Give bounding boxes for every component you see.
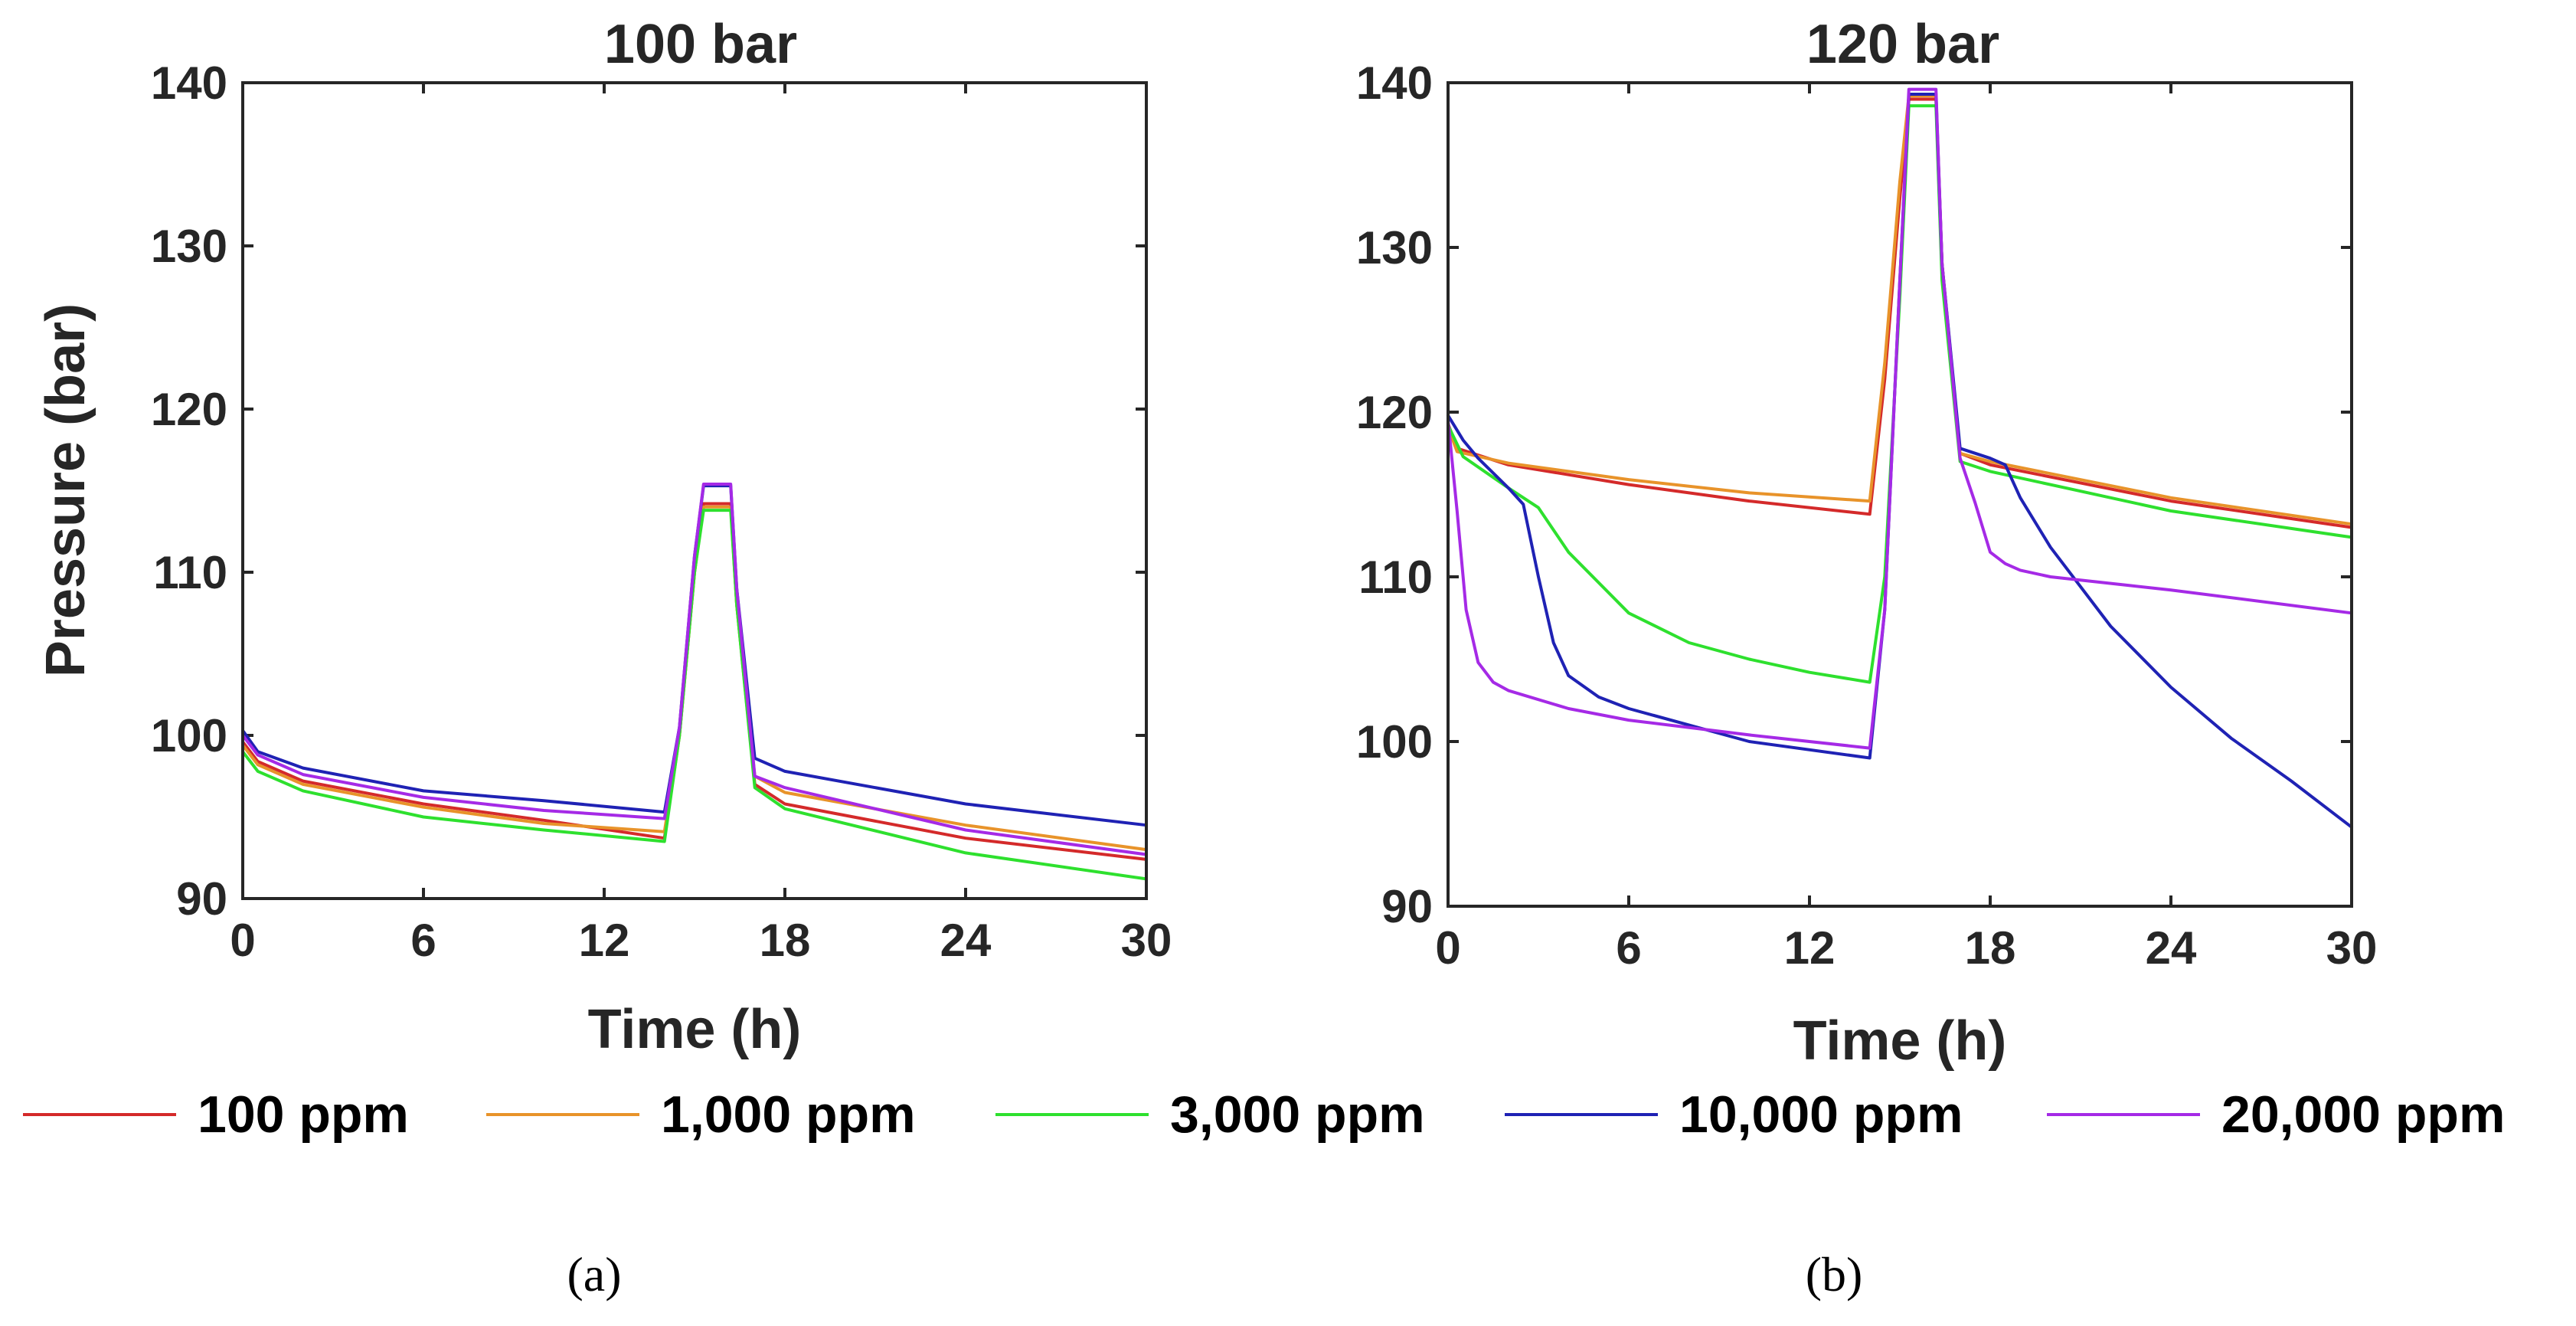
panel-b-x-tick-label: 24 xyxy=(2146,922,2197,974)
panel-b-series-line-1000ppmppm xyxy=(1447,94,2353,526)
panel-a-y-tick-label: 130 xyxy=(151,221,227,272)
panel-b-plot-area xyxy=(1447,87,2353,829)
panel-a-title: 100 bar xyxy=(604,14,797,75)
panel-a-y-tick-label: 90 xyxy=(176,873,227,925)
panel-b-y-tick-label: 100 xyxy=(1356,716,1433,768)
panel-a-series-line-10000ppmppm xyxy=(241,484,1148,827)
panel-a-x-tick-label: 0 xyxy=(230,915,255,966)
panel-b-y-tick-label: 120 xyxy=(1356,387,1433,438)
panel-a-x-tick-label: 24 xyxy=(940,915,992,966)
panel-b-x-axis-label: Time (h) xyxy=(1793,1010,2007,1072)
panel-a-series-line-20000ppmppm xyxy=(241,483,1148,856)
panel-b: 120 bar 0 6 12 18 24 30 90 100 110 120 130 140 Time… xyxy=(1356,14,2377,1072)
panel-b-x-tick-label: 0 xyxy=(1435,922,1460,974)
panel-b-x-tick-label: 18 xyxy=(1965,922,2016,974)
panel-b-y-tick-label: 110 xyxy=(1358,552,1433,603)
panel-b-x-tick-label: 12 xyxy=(1784,922,1836,974)
panel-a-y-tick-label: 140 xyxy=(151,57,227,109)
panel-a-x-tick-label: 6 xyxy=(410,915,436,966)
panel-a-x-tick-label: 12 xyxy=(579,915,630,966)
panel-a-x-tick-label: 30 xyxy=(1121,915,1172,966)
panel-a-x-tick-label: 18 xyxy=(760,915,811,966)
legend: 100 ppm 1,000 ppm 3,000 ppm 10,000 ppm 20,00… xyxy=(23,1085,2505,1144)
legend-label: 3,000 ppm xyxy=(1170,1085,1425,1144)
panel-b-y-tick-label: 140 xyxy=(1356,57,1433,109)
panel-b-y-tick-label: 130 xyxy=(1356,222,1433,273)
panel-b-series-line-20000ppmppm xyxy=(1447,87,2353,750)
panel-b-title: 120 bar xyxy=(1806,14,1999,75)
panel-a-plot-area xyxy=(241,483,1148,881)
caption-a: (a) xyxy=(567,1247,621,1301)
panel-a-y-tick-label: 120 xyxy=(151,384,227,435)
panel-a-y-axis-label: Pressure (bar) xyxy=(35,303,96,677)
panel-a: 100 bar 0 6 12 18 24 30 90 100 110 120 130 140 Time… xyxy=(35,14,1172,1060)
panel-a-x-axis-label: Time (h) xyxy=(588,999,802,1060)
panel-b-x-tick-label: 6 xyxy=(1616,922,1641,974)
legend-label: 10,000 ppm xyxy=(1679,1085,1963,1144)
caption-b: (b) xyxy=(1806,1247,1863,1301)
panel-a-y-tick-label: 110 xyxy=(153,547,227,598)
panel-b-axes-frame xyxy=(1447,81,2353,908)
panel-a-y-tick-label: 100 xyxy=(151,710,227,761)
panel-a-axes-frame xyxy=(241,81,1148,900)
legend-label: 100 ppm xyxy=(198,1085,409,1144)
legend-label: 1,000 ppm xyxy=(661,1085,916,1144)
legend-label: 20,000 ppm xyxy=(2221,1085,2505,1144)
panel-b-x-tick-label: 30 xyxy=(2326,922,2378,974)
panel-a-grid-ticks: 0 6 12 18 24 30 90 100 110 120 130 140 xyxy=(151,57,1172,966)
panel-b-grid-ticks: 0 6 12 18 24 30 90 100 110 120 130 140 xyxy=(1356,57,2377,974)
panel-b-y-tick-label: 90 xyxy=(1381,881,1433,932)
